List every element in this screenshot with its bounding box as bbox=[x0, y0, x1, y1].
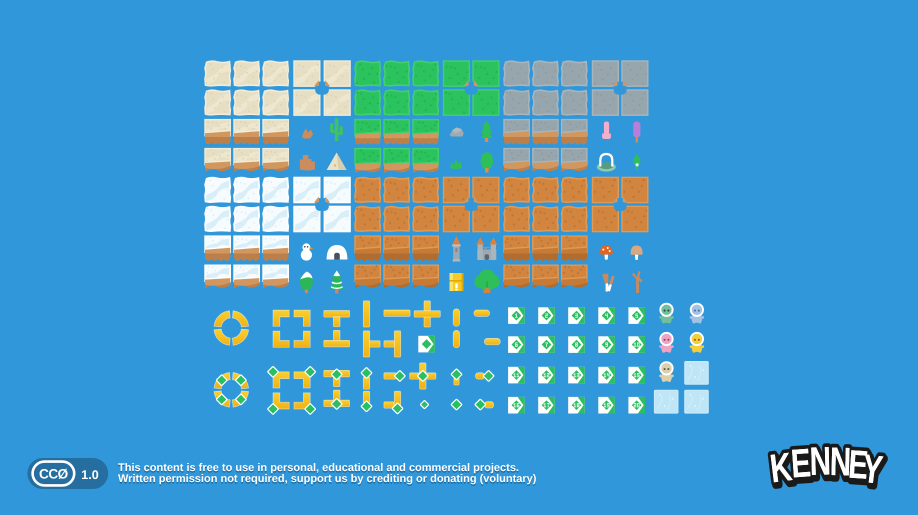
svg-text:E: E bbox=[790, 441, 813, 486]
svg-text:N: N bbox=[810, 442, 833, 487]
svg-text:N: N bbox=[829, 440, 852, 485]
svg-text:N: N bbox=[830, 442, 853, 487]
svg-text:Written permission not require: Written permission not required, support… bbox=[118, 473, 537, 485]
svg-text:N: N bbox=[829, 440, 852, 485]
svg-text:This content is free to use in: This content is free to use in personal,… bbox=[118, 462, 519, 474]
svg-text:E: E bbox=[847, 443, 870, 488]
svg-text:N: N bbox=[809, 439, 832, 484]
svg-text:1.0: 1.0 bbox=[81, 468, 98, 482]
svg-text:CCØ: CCØ bbox=[39, 467, 69, 482]
svg-text:N: N bbox=[809, 439, 832, 484]
svg-text:E: E bbox=[847, 443, 870, 488]
